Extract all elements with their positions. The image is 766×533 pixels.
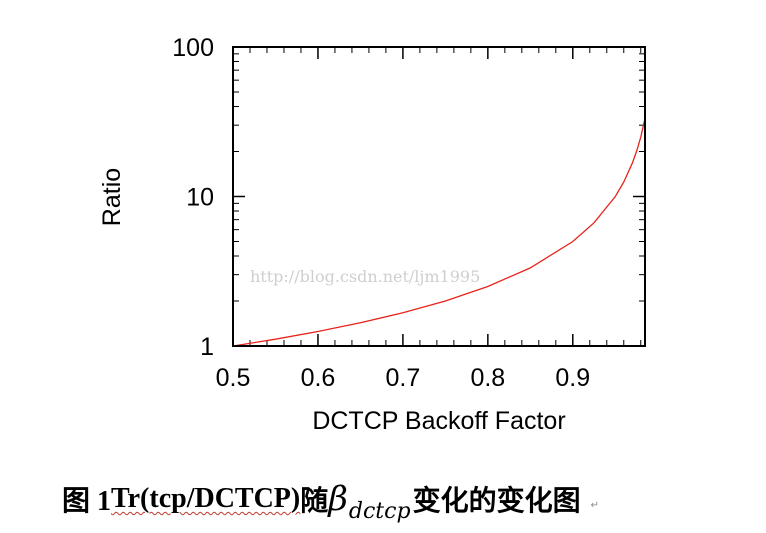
- beta-subscript: dctcp: [348, 499, 411, 524]
- series-layer: [232, 118, 646, 347]
- x-tick-label: 0.9: [555, 364, 590, 392]
- x-tick-labels: 0.5 0.6 0.7 0.8 0.9: [216, 364, 591, 392]
- caption-suffix: 变化的变化图: [412, 486, 581, 517]
- axis-ticks: [232, 46, 645, 347]
- caption-prefix: 图 1: [62, 486, 112, 517]
- figure-caption: 图 1 Tr(tcp/DCTCP) 随 βdctcp 变化的变化图 ↵: [62, 474, 742, 524]
- x-tick-label: 0.8: [470, 364, 505, 392]
- paragraph-mark: ↵: [590, 499, 599, 511]
- x-tick-label: 0.7: [386, 364, 421, 392]
- plot-frame: [232, 46, 646, 347]
- y-tick-label: 100: [172, 34, 214, 62]
- beta-symbol: β: [328, 479, 348, 519]
- series-line: [232, 118, 646, 347]
- watermark-text: http://blog.csdn.net/ljm1995: [250, 267, 480, 286]
- x-tick-label: 0.5: [216, 364, 251, 392]
- y-tick-label: 10: [186, 184, 214, 212]
- y-tick-label: 1: [200, 333, 214, 361]
- y-tick-labels: 1 10 100: [172, 34, 214, 361]
- caption-ratio-term: Tr(tcp/DCTCP): [111, 483, 301, 514]
- caption-connector: 随: [300, 486, 329, 517]
- y-axis-title: Ratio: [98, 168, 126, 226]
- ratio-chart: http://blog.csdn.net/ljm1995 0.5 0.6 0.7 0.…: [98, 34, 646, 435]
- x-axis-title: DCTCP Backoff Factor: [312, 407, 565, 435]
- x-tick-label: 0.6: [301, 364, 336, 392]
- beta-dctcp-symbol: βdctcp: [328, 479, 412, 524]
